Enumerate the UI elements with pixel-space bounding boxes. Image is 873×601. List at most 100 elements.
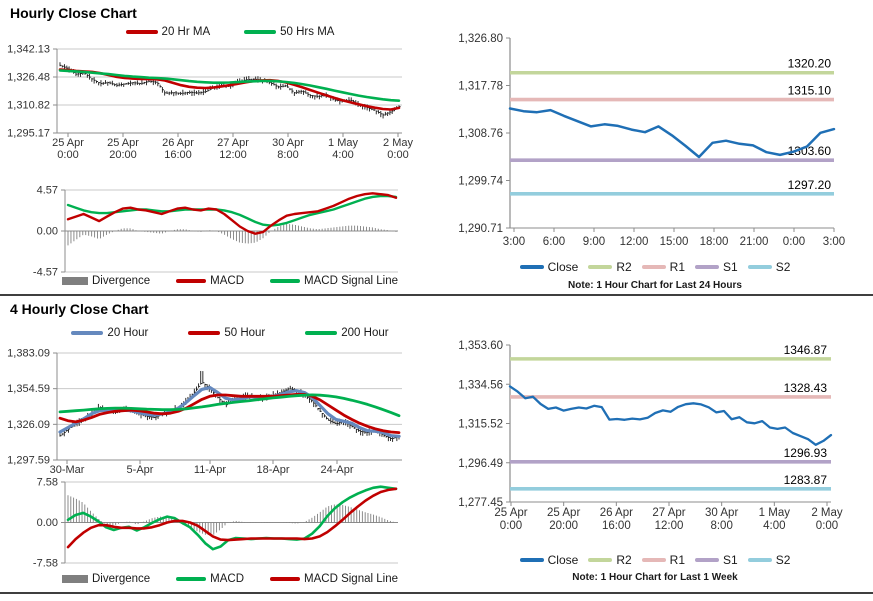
axis-tick-label: 12:00 [655,520,684,532]
legend-marker-s1 [695,558,719,562]
axis-tick-label: 1 May [328,137,358,149]
axis-tick-label: 1,315.52 [458,419,503,431]
legend-label: Divergence [91,275,151,287]
legend-item: 50 Hour [188,327,265,339]
level-label-r1: 1315.10 [788,84,832,98]
level-label-s1: 1296.93 [784,446,828,460]
axis-tick-label: -7.58 [33,558,58,570]
legend-label: MACD [210,573,245,585]
legend-label: R2 [616,553,632,567]
legend-marker-divergence [61,277,88,285]
hourly-ma-legend: 20 Hr MA 50 Hrs MA [40,26,420,38]
legend-marker-macd-signal-line [270,577,301,581]
legend-marker-50-hrs-ma [244,29,277,35]
axis-tick-label: 6:00 [543,236,565,248]
axis-tick-label: 1,383.09 [7,348,50,360]
legend-marker-200-hour [305,330,338,336]
legend-label: R2 [616,260,632,274]
legend-item: Divergence [61,573,150,585]
hourly-macd-chart: 4.57 0.00 -4.57 [33,185,398,276]
axis-tick-label: 24-Apr [320,464,353,476]
axis-tick-label: 4:00 [332,149,353,161]
legend-marker-20-hour [71,330,104,336]
axis-tick-label: 1,326.48 [7,72,50,84]
legend-marker-50-hour [188,330,221,336]
axis-tick-label: 2 May [383,137,413,149]
legend-item: Close [519,260,579,274]
level-label-r2: 1320.20 [788,57,832,71]
legend-label: 200 Hour [341,327,389,339]
legend-item: MACD Signal Line [270,275,398,287]
legend-marker-r2 [588,558,613,562]
axis-tick-label: 1,317.78 [458,81,503,93]
axis-tick-label: 20:00 [549,520,578,532]
axis-tick-label: 12:00 [620,236,649,248]
plot-area: 1,353.60 1,334.56 1,315.52 1,296.49 1,277.45… [458,340,843,532]
axis-tick-label: 4:00 [763,520,785,532]
legend-marker-macd [176,577,207,581]
hourly-sr-note: Note: 1 Hour Chart for Last 24 Hours [568,280,742,291]
legend-item: R1 [641,260,685,274]
section-divider [0,294,873,296]
hourly-support-resistance-chart: 1,326.80 1,317.78 1,308.76 1,299.74 1,290.71… [458,33,845,248]
legend-marker-close [519,265,544,269]
legend-marker-close [519,558,544,562]
axis-tick-label: 1,297.59 [7,455,50,467]
legend-label: R1 [669,553,685,567]
macd-signal-line [66,194,398,227]
axis-tick-label: 16:00 [602,520,631,532]
legend-label: S1 [723,260,738,274]
axis-tick-label: 2 May [811,507,843,519]
axis-tick-label: 0:00 [783,236,805,248]
axis-tick-label: 27 Apr [652,507,685,519]
legend-marker-divergence [61,575,88,583]
close-line [508,385,833,446]
legend-item: 20 Hour [71,327,148,339]
axis-tick-label: 1,326.80 [458,33,503,45]
axis-tick-label: 8:00 [277,149,298,161]
legend-marker-macd-signal-line [270,279,301,283]
weekly-support-resistance-chart: 1,353.60 1,334.56 1,315.52 1,296.49 1,277.45… [458,340,843,532]
weekly-sr-note: Note: 1 Hour Chart for Last 1 Week [572,572,738,583]
close-line [508,107,836,159]
axis-tick-label: 1,290.71 [458,223,503,235]
axis-tick-label: 25 Apr [52,137,84,149]
legend-label: R1 [669,260,685,274]
macd-signal-line [66,487,398,549]
macd-line [66,192,398,235]
axis-tick-label: 18-Apr [256,464,289,476]
axis-tick-label: 0.00 [37,226,58,238]
axis-tick-label: 1,277.45 [458,497,503,509]
legend-marker-s2 [747,558,772,562]
axis-tick-label: 3:00 [823,236,845,248]
legend-item: 50 Hrs MA [244,26,334,38]
legend-item: MACD [176,275,244,287]
legend-marker-s2 [747,265,772,269]
axis-tick-label: 16:00 [164,149,192,161]
axis-tick-label: 5-Apr [127,464,154,476]
plot-area: 4.57 0.00 -4.57 [33,185,398,276]
legend-label: Close [547,260,579,274]
axis-tick-label: 30 Apr [705,507,738,519]
level-label-r2: 1346.87 [784,343,828,357]
legend-label: 50 Hrs MA [280,26,335,38]
legend-item: MACD [176,573,244,585]
axis-tick-label: 0:00 [57,149,78,161]
axis-tick-label: 11-Apr [194,464,227,476]
axis-tick-label: 30-Mar [50,464,85,476]
legend-item: R2 [588,260,632,274]
plot-area: 1,326.80 1,317.78 1,308.76 1,299.74 1,290.71… [458,33,845,248]
ma50-line [58,69,401,103]
ma20-line [58,68,401,111]
legend-marker-r1 [641,558,666,562]
legend-item: 20 Hr MA [125,26,210,38]
axis-tick-label: 25 Apr [107,137,139,149]
legend-label: MACD Signal Line [304,573,398,585]
legend-marker-r2 [588,265,613,269]
legend-item: Close [519,553,578,567]
legend-item: S1 [695,260,738,274]
legend-label: S2 [775,260,791,274]
